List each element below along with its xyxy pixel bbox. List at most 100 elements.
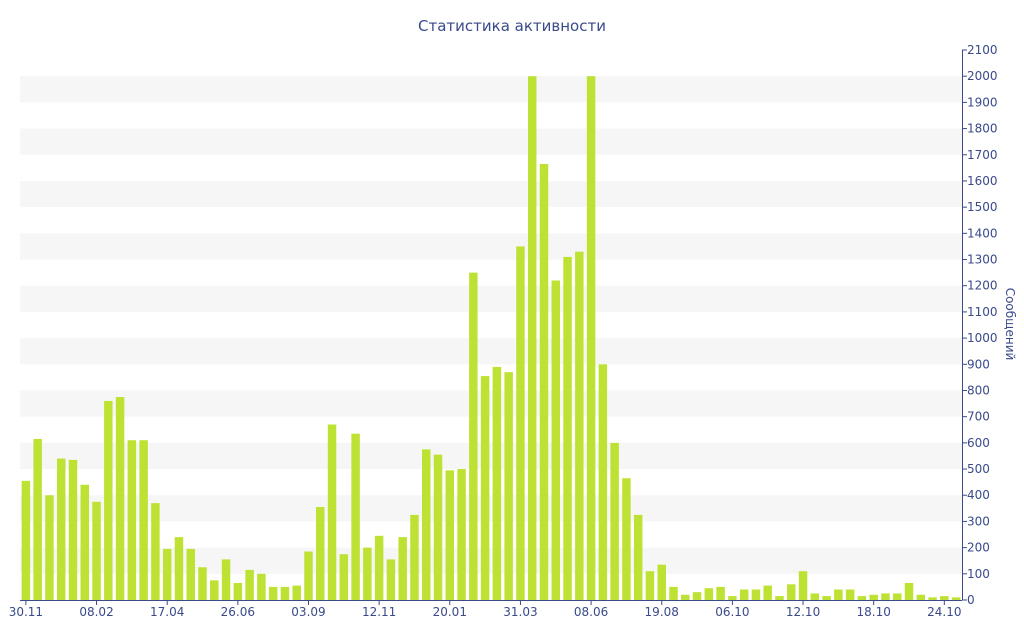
- y-tick-label: 900: [967, 357, 990, 371]
- grid-band: [20, 442, 962, 470]
- y-tick-label: 1200: [967, 279, 998, 293]
- bar: [716, 586, 725, 600]
- bar: [398, 537, 407, 600]
- bar-series: [21, 76, 961, 601]
- bar: [893, 593, 902, 600]
- y-tick-label: 1800: [967, 122, 998, 136]
- bar: [869, 594, 878, 600]
- bar: [940, 596, 949, 600]
- bar: [739, 589, 749, 600]
- bar: [56, 458, 66, 600]
- x-tick-label: 30.11: [9, 605, 43, 619]
- y-tick-label: 100: [967, 567, 990, 581]
- bar: [692, 592, 702, 600]
- bar: [21, 480, 31, 600]
- grid-band: [20, 233, 962, 260]
- x-tick-label: 26.06: [221, 605, 255, 619]
- bar: [645, 571, 655, 600]
- y-tick-label: 300: [967, 514, 990, 528]
- y-tick-label: 1100: [967, 305, 998, 319]
- bar: [669, 586, 678, 600]
- bar: [363, 547, 372, 600]
- bar: [162, 548, 172, 600]
- grid-band: [20, 285, 962, 312]
- bar: [845, 589, 855, 600]
- bar: [257, 573, 266, 600]
- bar: [928, 597, 937, 600]
- bar: [104, 400, 113, 600]
- grid-band: [20, 128, 962, 155]
- bar: [292, 585, 301, 600]
- y-axis-ticks: 0 100 200 300 400 500 600 700 800 900 1000 1100 1200…: [962, 43, 998, 607]
- y-tick-label: 1300: [967, 253, 998, 267]
- chart-title: Статистика активности: [418, 17, 606, 35]
- bar: [951, 597, 961, 600]
- bar: [422, 449, 431, 600]
- bar: [751, 589, 761, 600]
- bar: [233, 582, 243, 600]
- bar: [598, 364, 608, 600]
- bar: [457, 469, 466, 600]
- x-axis-ticks: 30.11 08.02 17.04 26.06 03.09 12.11 20.01 31.03…: [9, 600, 962, 619]
- y-tick-label: 500: [967, 462, 990, 476]
- x-tick-label: 17.04: [150, 605, 184, 619]
- bar: [316, 507, 325, 600]
- bar: [575, 251, 584, 601]
- bar: [492, 366, 502, 600]
- bar: [763, 585, 772, 600]
- y-tick-label: 1700: [967, 148, 998, 162]
- grid-band: [20, 495, 962, 522]
- bar: [280, 586, 290, 600]
- y-axis-label: Сообщений: [1003, 288, 1017, 361]
- bar: [410, 514, 419, 600]
- y-tick-label: 200: [967, 541, 990, 555]
- x-tick-label: 06.10: [715, 605, 749, 619]
- bar: [174, 537, 184, 600]
- bar: [45, 495, 54, 600]
- bar: [304, 551, 313, 600]
- bar: [115, 397, 125, 600]
- bar: [68, 459, 78, 600]
- x-tick-label: 12.10: [786, 605, 820, 619]
- bar: [857, 596, 867, 600]
- bar: [386, 559, 396, 600]
- y-tick-label: 1000: [967, 331, 998, 345]
- y-tick-label: 0: [967, 593, 975, 607]
- bar: [445, 470, 455, 600]
- bar: [92, 501, 101, 600]
- bar: [327, 424, 337, 600]
- x-tick-label: 18.10: [857, 605, 891, 619]
- bar: [210, 580, 219, 600]
- bar: [633, 514, 643, 600]
- y-tick-label: 800: [967, 383, 990, 397]
- bar: [186, 548, 195, 600]
- grid-band: [20, 547, 962, 574]
- bar: [798, 571, 808, 600]
- bar: [433, 454, 443, 600]
- bar: [80, 484, 89, 600]
- y-tick-label: 2100: [967, 43, 998, 57]
- x-tick-label: 08.02: [79, 605, 113, 619]
- x-tick-label: 20.01: [433, 605, 467, 619]
- bar: [657, 564, 666, 600]
- bar: [527, 76, 537, 600]
- grid-band: [20, 76, 962, 103]
- y-tick-label: 1600: [967, 174, 998, 188]
- bar: [810, 593, 820, 600]
- grid-bands: [20, 76, 962, 574]
- x-tick-label: 31.03: [503, 605, 537, 619]
- x-tick-label: 24.10: [927, 605, 961, 619]
- bar: [622, 478, 631, 600]
- bar: [351, 433, 360, 600]
- y-tick-label: 1400: [967, 226, 998, 240]
- bar: [551, 280, 560, 600]
- grid-band: [20, 390, 962, 417]
- bar: [563, 256, 572, 600]
- x-tick-label: 03.09: [291, 605, 325, 619]
- y-tick-label: 600: [967, 436, 990, 450]
- bar: [586, 76, 596, 600]
- bar: [516, 246, 525, 600]
- y-tick-label: 400: [967, 488, 990, 502]
- bar: [221, 559, 231, 600]
- x-tick-label: 19.08: [645, 605, 679, 619]
